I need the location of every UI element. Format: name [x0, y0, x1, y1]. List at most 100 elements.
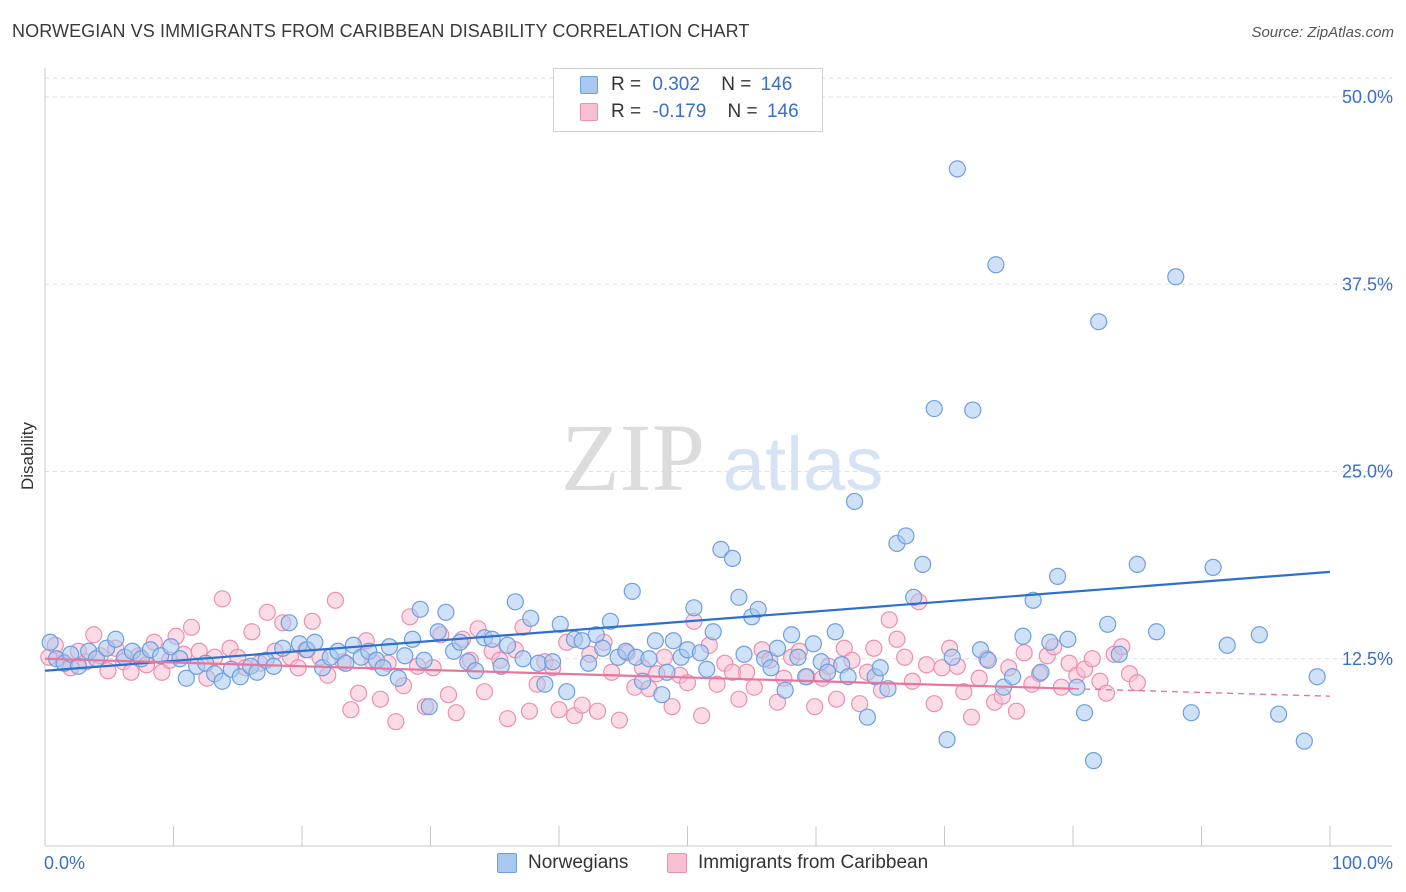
data-point: [1059, 630, 1077, 648]
data-point: [685, 599, 703, 617]
data-point: [880, 611, 898, 629]
data-point: [712, 540, 730, 558]
data-point: [897, 527, 915, 545]
data-point: [826, 623, 844, 641]
data-point: [1110, 645, 1128, 663]
data-point: [371, 690, 389, 708]
data-point: [1014, 627, 1032, 645]
data-point: [475, 683, 494, 701]
data-point: [1182, 704, 1200, 722]
data-point: [858, 708, 877, 726]
x-tick-label: 100.0%: [1332, 853, 1393, 873]
data-point: [925, 695, 943, 713]
data-point: [782, 626, 801, 644]
watermark-zip: ZIP: [561, 404, 705, 511]
data-point: [603, 663, 621, 681]
data-point: [506, 593, 524, 611]
data-point: [845, 492, 864, 511]
data-point: [896, 648, 914, 666]
data-point: [492, 657, 510, 675]
data-point: [415, 651, 433, 669]
legend-swatch-caribbean: [580, 103, 598, 121]
data-point: [594, 639, 612, 657]
trend-line-caribbean: [44, 657, 1074, 690]
data-point: [738, 663, 756, 681]
data-point: [1218, 636, 1236, 654]
data-point: [962, 708, 981, 726]
data-point: [499, 636, 517, 654]
data-point: [177, 669, 195, 687]
data-point: [979, 651, 997, 669]
data-point: [437, 603, 455, 621]
data-point: [865, 639, 883, 657]
data-point: [396, 647, 414, 665]
data-point: [1128, 555, 1146, 573]
data-point: [943, 648, 961, 666]
data-point: [691, 644, 709, 662]
data-point: [1147, 623, 1166, 641]
data-point: [171, 650, 189, 668]
data-point: [653, 686, 671, 704]
series-legend-swatch-norwegians: [497, 853, 517, 873]
chart-title: NORWEGIAN VS IMMIGRANTS FROM CARIBBEAN D…: [12, 21, 750, 41]
data-point: [601, 612, 620, 630]
data-point: [213, 672, 231, 690]
watermark: ZIP atlas: [561, 404, 883, 511]
data-point: [429, 623, 447, 641]
data-point: [306, 633, 324, 651]
data-point: [1075, 704, 1094, 722]
data-point: [663, 698, 681, 716]
data-point: [573, 696, 591, 714]
data-point: [529, 654, 548, 672]
data-point: [827, 690, 846, 708]
data-point: [970, 669, 988, 687]
data-point: [122, 663, 140, 681]
data-point: [903, 672, 921, 690]
data-point: [610, 711, 628, 729]
data-point: [107, 630, 125, 648]
legend-r-label: R =: [611, 74, 642, 95]
trend-lines: [44, 570, 1331, 697]
data-point: [231, 668, 249, 686]
legend-n-value: 146: [766, 101, 799, 122]
legend-r-label: R =: [611, 101, 642, 122]
data-point: [551, 615, 569, 633]
data-point: [69, 657, 88, 675]
legend-n-value: 146: [760, 74, 793, 95]
source-label: Source: ZipAtlas.com: [1251, 24, 1394, 41]
data-point: [243, 623, 261, 641]
data-point: [925, 399, 943, 418]
grid-lines: [45, 77, 1392, 660]
data-point: [1250, 626, 1268, 644]
data-point: [182, 618, 201, 636]
tick-labels: 12.5% 25.0% 37.5% 50.0% 0.0% 100.0%: [44, 87, 1393, 873]
data-point: [1128, 674, 1146, 692]
data-point: [550, 701, 568, 719]
data-point: [1204, 558, 1222, 576]
data-point: [536, 675, 554, 693]
legend-r-value: 0.302: [652, 74, 700, 95]
data-point: [730, 690, 748, 708]
data-point: [1048, 567, 1067, 585]
data-point: [762, 659, 780, 677]
data-point: [258, 603, 276, 621]
data-point: [349, 684, 368, 702]
data-point: [520, 702, 539, 720]
data-point: [387, 713, 405, 731]
data-point: [579, 654, 598, 672]
data-point: [704, 623, 722, 641]
data-point: [483, 630, 501, 648]
data-point: [797, 668, 815, 686]
legend-r-value: -0.179: [652, 101, 707, 122]
data-point: [804, 635, 823, 653]
data-point: [380, 638, 398, 656]
series-legend-norwegians: Norwegians: [528, 852, 629, 873]
data-point: [871, 659, 889, 677]
data-point: [1269, 705, 1288, 723]
x-tick-label: 0.0%: [44, 853, 85, 873]
data-point: [1004, 668, 1022, 686]
data-point: [955, 683, 973, 701]
data-point: [789, 648, 807, 666]
data-point: [730, 588, 748, 606]
data-point: [1024, 591, 1042, 609]
